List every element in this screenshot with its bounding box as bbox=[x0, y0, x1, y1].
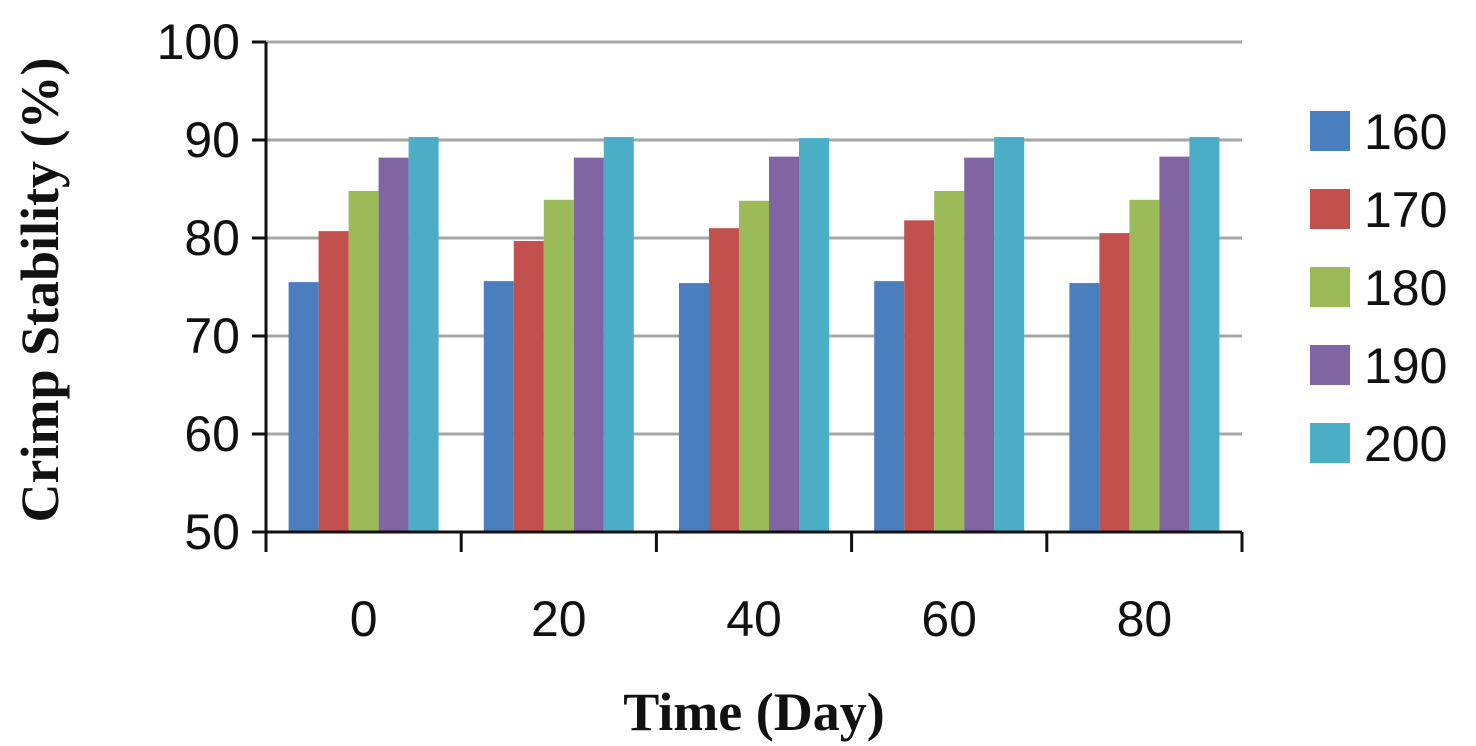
legend-swatch-160 bbox=[1310, 111, 1350, 151]
bar-200-day-40 bbox=[799, 138, 829, 533]
bar-190-day-20 bbox=[573, 157, 604, 532]
bar-170-day-40 bbox=[709, 228, 739, 532]
bar-190-day-0 bbox=[378, 157, 409, 532]
bar-180-day-40 bbox=[739, 200, 769, 532]
bar-190-day-60 bbox=[964, 157, 995, 532]
bar-200-day-60 bbox=[994, 137, 1025, 532]
x-axis-title: Time (Day) bbox=[623, 682, 884, 742]
bar-160-day-80 bbox=[1069, 283, 1100, 532]
x-tick-label: 40 bbox=[726, 591, 782, 647]
legend-swatch-190 bbox=[1310, 345, 1350, 385]
y-tick-label: 60 bbox=[184, 406, 240, 462]
bar-170-day-0 bbox=[318, 231, 349, 532]
x-tick-label: 80 bbox=[1117, 591, 1173, 647]
y-tick-label: 70 bbox=[184, 308, 240, 364]
x-tick-label: 0 bbox=[350, 591, 378, 647]
legend: 160 170 180 190 200 bbox=[1310, 104, 1447, 472]
x-tick-labels: 0 20 40 60 80 bbox=[350, 591, 1173, 647]
legend-label-200: 200 bbox=[1364, 416, 1447, 472]
bar-200-day-0 bbox=[408, 137, 439, 532]
bar-200-day-80 bbox=[1189, 137, 1220, 532]
bar-170-day-80 bbox=[1099, 233, 1130, 532]
legend-label-180: 180 bbox=[1364, 260, 1447, 316]
bar-190-day-80 bbox=[1159, 156, 1190, 532]
y-tick-label: 90 bbox=[184, 112, 240, 168]
bar-180-day-0 bbox=[348, 190, 379, 532]
legend-label-170: 170 bbox=[1364, 182, 1447, 238]
legend-label-160: 160 bbox=[1364, 104, 1447, 160]
legend-swatch-170 bbox=[1310, 189, 1350, 229]
bar-160-day-40 bbox=[679, 283, 709, 532]
legend-swatch-180 bbox=[1310, 267, 1350, 307]
bar-160-day-60 bbox=[874, 281, 905, 532]
bar-180-day-80 bbox=[1129, 199, 1160, 532]
y-axis-title: Crimp Stability (%) bbox=[10, 58, 70, 523]
bar-190-day-40 bbox=[769, 156, 799, 532]
y-tick-label: 100 bbox=[157, 14, 240, 70]
axes bbox=[252, 40, 1244, 552]
x-tick-label: 60 bbox=[921, 591, 977, 647]
bar-170-day-60 bbox=[904, 220, 935, 533]
legend-label-190: 190 bbox=[1364, 338, 1447, 394]
x-tick-label: 20 bbox=[531, 591, 587, 647]
legend-swatch-200 bbox=[1310, 423, 1350, 463]
bar-180-day-60 bbox=[934, 190, 965, 532]
bar-180-day-20 bbox=[543, 199, 574, 532]
bar-160-day-0 bbox=[288, 282, 319, 532]
y-tick-label: 50 bbox=[184, 504, 240, 560]
bar-160-day-20 bbox=[483, 281, 514, 532]
y-tick-label: 80 bbox=[184, 210, 240, 266]
bars bbox=[288, 137, 1220, 533]
y-tick-labels: 50 60 70 80 90 100 bbox=[157, 14, 240, 560]
bar-170-day-20 bbox=[513, 240, 544, 532]
bar-200-day-20 bbox=[603, 137, 634, 532]
